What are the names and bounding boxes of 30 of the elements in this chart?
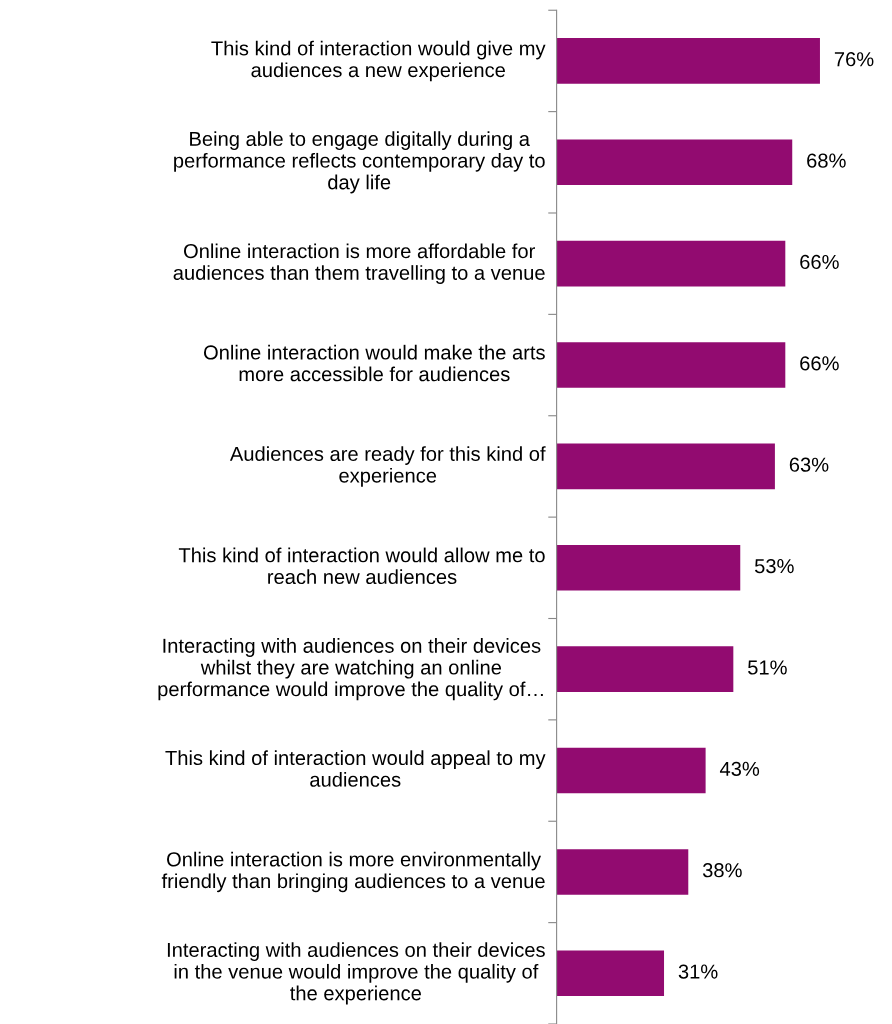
data-label: 31% — [678, 964, 718, 979]
data-label: 76% — [834, 52, 874, 67]
y-tick-label: This kind of interaction would give my audiences a new experience — [211, 40, 546, 82]
bar — [556, 443, 775, 490]
y-tick-label: Interacting with audiences on their devices in the venue would improve the quality of the experience — [167, 942, 545, 1005]
data-label: 53% — [754, 558, 794, 574]
bar — [556, 646, 734, 692]
data-label: 63% — [789, 457, 829, 472]
bar — [556, 342, 786, 388]
y-tick-label: Online interaction is more affordable for audiences than them travelling to a venue — [173, 243, 545, 284]
data-label: 51% — [748, 660, 787, 675]
y-tick-label: This kind of interaction would appeal to my audiences — [165, 750, 546, 787]
data-label: 66% — [800, 356, 839, 371]
data-label: 38% — [702, 863, 742, 878]
data-label: 68% — [807, 153, 846, 168]
y-tick-label: Online interaction would make the arts more accessible for audiences — [203, 344, 545, 382]
bar — [556, 950, 665, 997]
bar — [556, 545, 741, 591]
bar — [556, 38, 820, 84]
bar — [556, 240, 786, 287]
y-tick-label: Online interaction is more environmentally friendly than bringing audiences to a venue — [161, 851, 545, 893]
y-tick-label: Interacting with audiences on their devices whilst they are watching an online performance would improve the quality of… — [158, 638, 543, 701]
data-label: 66% — [800, 254, 839, 270]
bar — [556, 747, 706, 794]
bar — [556, 849, 689, 895]
y-tick-label: Being able to engage digitally during a performance reflects contemporary day to day life — [174, 131, 545, 194]
bar — [556, 139, 793, 186]
y-tick-label: Audiences are ready for this kind of experience — [229, 446, 546, 487]
data-label: 43% — [719, 761, 760, 776]
y-tick-label: This kind of interaction would allow me to reach new audiences — [178, 547, 545, 585]
